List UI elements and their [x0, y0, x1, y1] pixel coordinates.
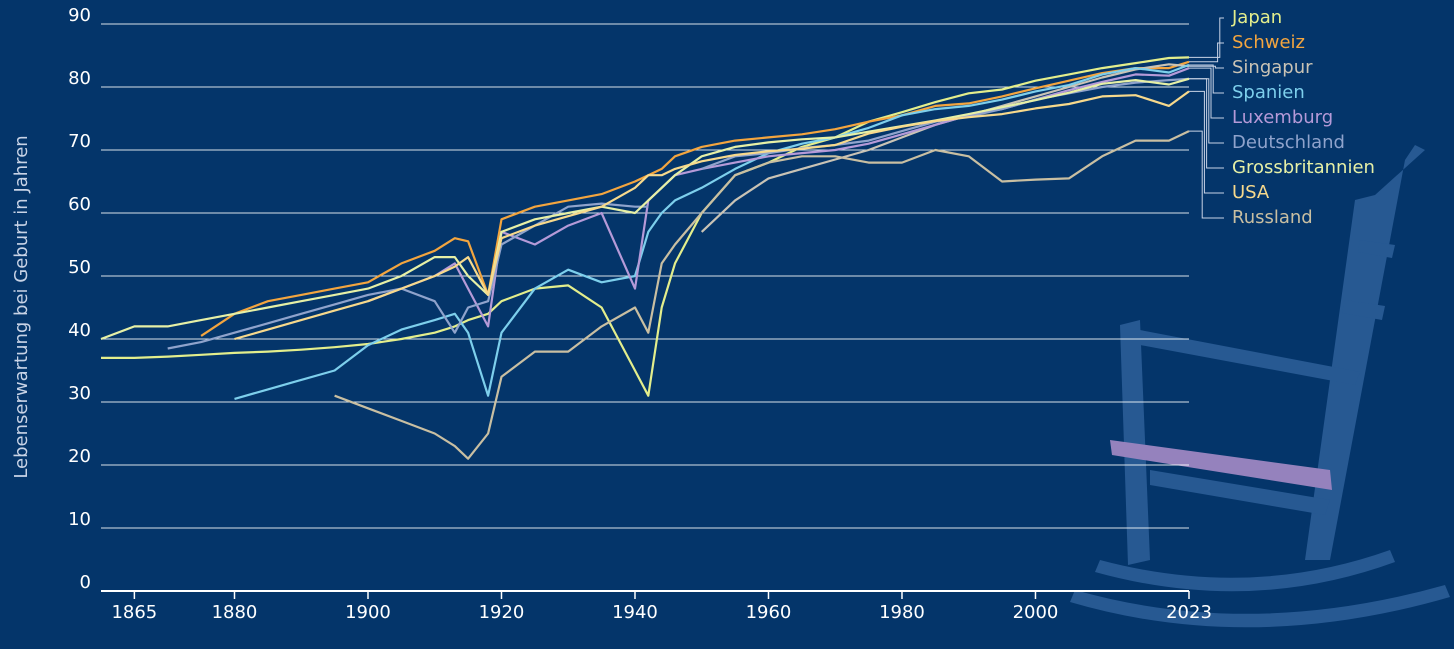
series-line — [167, 77, 1190, 350]
y-tick-label: 80 — [68, 68, 91, 89]
series-line — [200, 60, 1190, 337]
legend-connector — [1189, 130, 1224, 219]
y-tick-label: 70 — [68, 131, 91, 152]
y-tick-label: 0 — [80, 572, 91, 593]
legend-connector — [1189, 67, 1224, 119]
y-tick-label: 10 — [68, 509, 91, 530]
series-line — [234, 63, 1190, 400]
x-tick-label: 1920 — [479, 602, 525, 623]
y-tick-label: 30 — [68, 383, 91, 404]
legend-label: USA — [1232, 182, 1270, 203]
legend-connector — [1189, 42, 1224, 63]
x-tick-label: 1940 — [612, 602, 658, 623]
x-tick-label: 2023 — [1166, 602, 1212, 623]
y-tick-label: 40 — [68, 320, 91, 341]
legend-label: Schweiz — [1232, 32, 1305, 53]
legend-connector — [1189, 64, 1224, 94]
legend-label: Japan — [1231, 7, 1282, 28]
legend-label: Singapur — [1232, 57, 1313, 78]
legend-label: Spanien — [1232, 82, 1305, 103]
x-tick-label: 1880 — [212, 602, 258, 623]
legend-label: Russland — [1232, 207, 1313, 228]
series-line — [101, 56, 1190, 397]
legend-label: Grossbritannien — [1232, 157, 1375, 178]
y-tick-label: 20 — [68, 446, 91, 467]
series-line — [700, 63, 1190, 233]
rocking-chair — [1070, 145, 1450, 628]
x-tick-label: 1980 — [879, 602, 925, 623]
legend-label: Deutschland — [1232, 132, 1345, 153]
y-axis-label: Lebenserwartung bei Geburt in Jahren — [11, 135, 32, 478]
y-tick-label: 50 — [68, 257, 91, 278]
legend-connector — [1189, 90, 1224, 194]
x-tick-label: 1900 — [345, 602, 391, 623]
legend-connector — [1189, 78, 1224, 169]
y-tick-label: 60 — [68, 194, 91, 215]
x-tick-label: 1960 — [746, 602, 792, 623]
series-line — [100, 77, 1190, 341]
legend-connector — [1189, 17, 1224, 58]
x-tick-label: 1865 — [111, 602, 157, 623]
series-line — [334, 130, 1190, 460]
legend-label: Luxemburg — [1232, 107, 1333, 128]
y-tick-label: 90 — [68, 5, 91, 26]
series-line — [234, 90, 1190, 341]
x-tick-label: 2000 — [1013, 602, 1059, 623]
legend-connector — [1189, 65, 1224, 69]
